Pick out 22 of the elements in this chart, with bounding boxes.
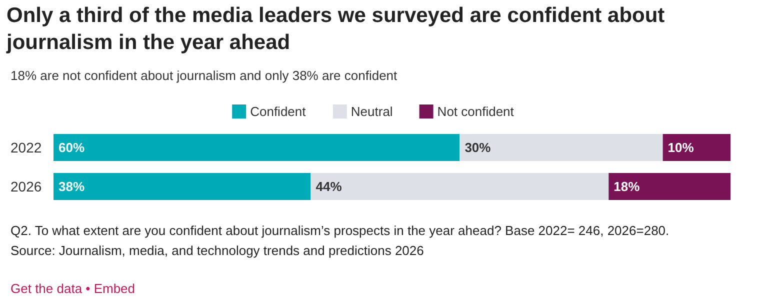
legend-label: Not confident [437,104,514,119]
text: Q2. To what extent are you confident about journalism’s prospects in the year ahead? Base 2022= 246, 2026=280. [10,223,670,238]
y-tick-label: 2022 [10,140,42,156]
bar [54,134,460,161]
bar [608,173,730,200]
data-label: 60% [58,140,85,155]
bar [54,173,311,200]
data-label: 18% [614,179,640,194]
legend-label: Confident [250,104,306,119]
bar [460,134,663,161]
data-label: 10% [668,140,694,155]
y-tick-label: 2026 [10,178,42,194]
data-label: 38% [58,179,85,194]
bar [662,134,730,161]
source-note: Source: Journalism, media, and technology trends and predictions 2026 [10,243,424,258]
data-label: 44% [316,179,342,194]
legend-label: Neutral [350,104,393,119]
chart-subtitle: 18% are not confident about journalism and only 38% are confident [10,68,398,83]
chart-title: Only a third of the media leaders we surveyed are confident about journalism in the year ahead [6,4,665,54]
data-label: 30% [464,140,492,155]
bar [310,173,609,200]
text: Get the data • Embed [10,281,136,296]
